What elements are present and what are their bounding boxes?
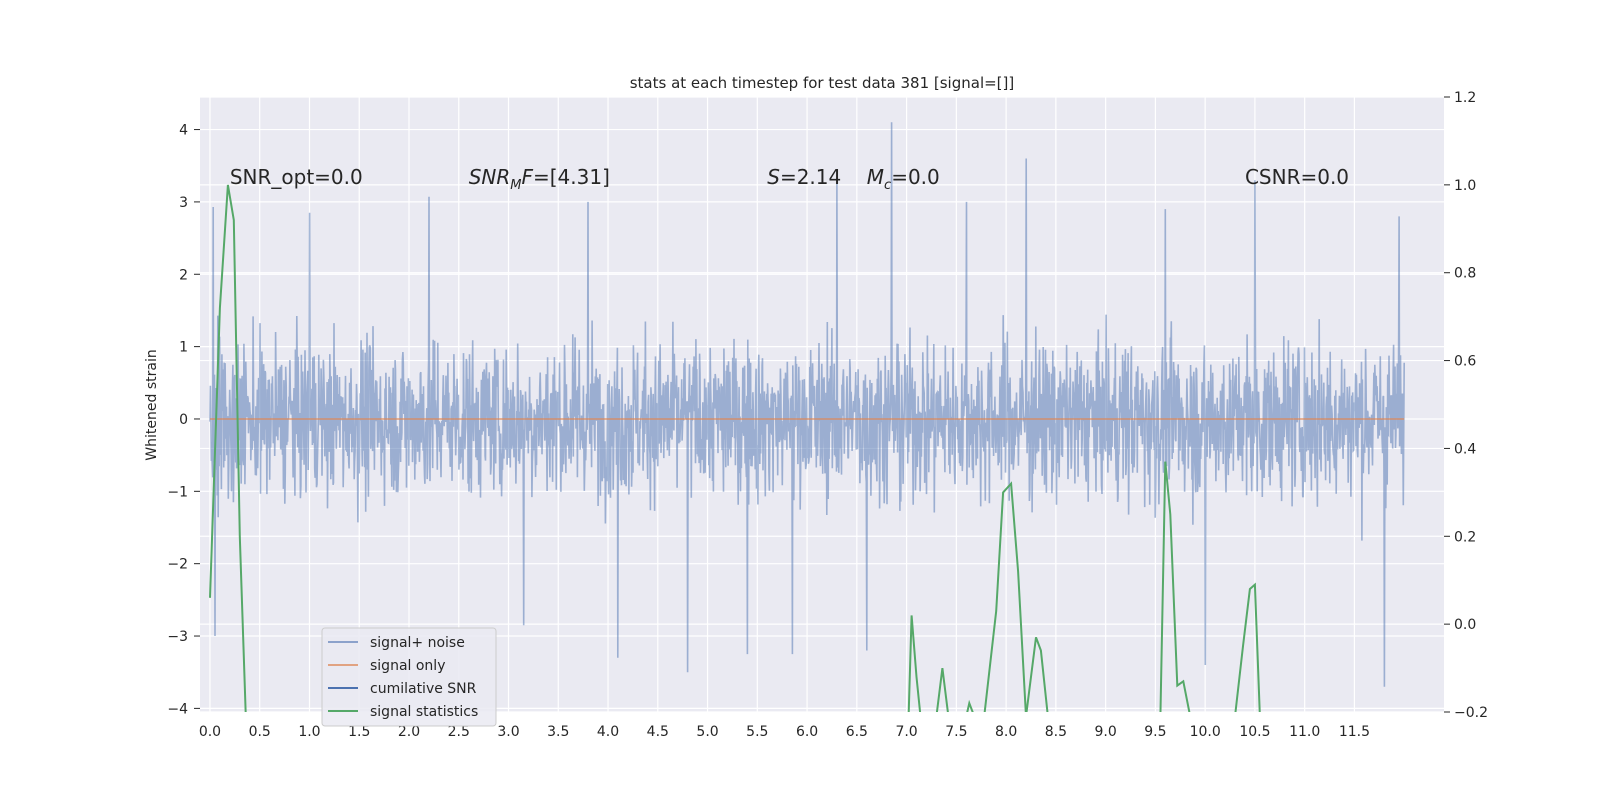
annotation-text: SNR_opt=0.0: [230, 165, 363, 189]
y2-tick-label: −0.2: [1454, 705, 1488, 721]
x-tick-label: 10.0: [1190, 724, 1221, 740]
x-tick-label: 9.5: [1144, 724, 1166, 740]
signal-statistics-segment: [1025, 636, 1049, 712]
x-tick-label: 0.0: [199, 724, 221, 740]
y-tick-label: 4: [179, 123, 188, 139]
y-tick-label: −3: [167, 629, 188, 645]
y-axis-label: Whitened strain: [144, 349, 160, 460]
x-tick-label: 6.0: [796, 724, 818, 740]
x-tick-label: 2.5: [448, 724, 470, 740]
x-tick-label: 11.0: [1289, 724, 1320, 740]
x-tick-label: 4.5: [647, 724, 669, 740]
x-tick-label: 3.0: [497, 724, 519, 740]
x-tick-label: 5.5: [746, 724, 768, 740]
chart-title: stats at each timestep for test data 381…: [630, 74, 1015, 92]
annotation-text: Mc=0.0: [867, 165, 940, 193]
x-tick-label: 10.5: [1239, 724, 1270, 740]
x-tick-label: 6.5: [846, 724, 868, 740]
x-tick-label: 0.5: [249, 724, 271, 740]
x-tick-label: 11.5: [1339, 724, 1370, 740]
signal-statistics-segment: [966, 699, 974, 712]
series-signal-noise-line: [209, 122, 1405, 687]
signal-statistics-segment: [209, 184, 247, 712]
x-tick-label: 8.0: [995, 724, 1017, 740]
signal-statistics-segment: [1234, 582, 1261, 712]
y-tick-label: −1: [167, 484, 188, 500]
legend-box: [321, 627, 497, 727]
y2-tick-label: 0.6: [1454, 354, 1476, 370]
x-tick-label: 4.0: [597, 724, 619, 740]
x-tick-label: 7.5: [945, 724, 967, 740]
signal-statistics-segment: [983, 481, 1027, 712]
signal-statistics-segment: [1159, 461, 1191, 712]
y2-tick-label: 0.4: [1454, 441, 1476, 457]
legend-label: signal+ noise: [370, 635, 465, 651]
legend-label: signal only: [370, 658, 445, 674]
series-layer: [209, 122, 1405, 712]
x-tick-label: 1.5: [348, 724, 370, 740]
y-tick-label: 2: [179, 267, 188, 283]
x-tick-label: 7.0: [895, 724, 917, 740]
series-signal-statistics: [209, 184, 1261, 712]
x-tick-label: 5.0: [696, 724, 718, 740]
signal-statistics-segment: [907, 615, 922, 712]
annotations: SNR_opt=0.0 SNRMF=[4.31] S=2.14 Mc=0.0 CSNR=…: [230, 165, 1349, 193]
annotation-text: S=2.14: [767, 165, 841, 189]
y-tick-label: −2: [167, 557, 188, 573]
x-tick-label: 8.5: [1045, 724, 1067, 740]
y-tick-label: 0: [179, 412, 188, 428]
y2-tick-label: 1.2: [1454, 90, 1476, 106]
x-tick-label: 3.5: [547, 724, 569, 740]
x-axis: 0.0 0.5 1.0 1.5 2.0 2.5 3.0 3.5 4.0 4.5 5.0 5.5 6.0 6…: [199, 724, 1370, 740]
x-tick-label: 9.0: [1094, 724, 1116, 740]
y2-tick-label: 0.2: [1454, 529, 1476, 545]
y-axis-left: 4 3 2 1 0 −1 −2 −3 −4: [167, 123, 200, 717]
annotation-text: SNRMF=[4.31]: [469, 165, 610, 193]
x-tick-label: 2.0: [398, 724, 420, 740]
x-tick-label: 1.0: [298, 724, 320, 740]
y-tick-label: 1: [179, 340, 188, 356]
legend: signal+ noise signal only cumilative SNR si…: [321, 627, 497, 727]
y-axis-right: 1.2 1.0 0.8 0.6 0.4 0.2 0.0 −0.2: [1444, 90, 1488, 721]
legend-label: cumilative SNR: [370, 681, 477, 697]
legend-label: signal statistics: [370, 704, 478, 720]
y-tick-label: 3: [179, 195, 188, 211]
y2-tick-label: 0.8: [1454, 266, 1476, 282]
y2-tick-label: 1.0: [1454, 178, 1476, 194]
annotation-text: CSNR=0.0: [1245, 165, 1349, 189]
y-tick-label: −4: [167, 701, 188, 717]
signal-statistics-segment: [935, 667, 949, 712]
y2-tick-label: 0.0: [1454, 617, 1476, 633]
